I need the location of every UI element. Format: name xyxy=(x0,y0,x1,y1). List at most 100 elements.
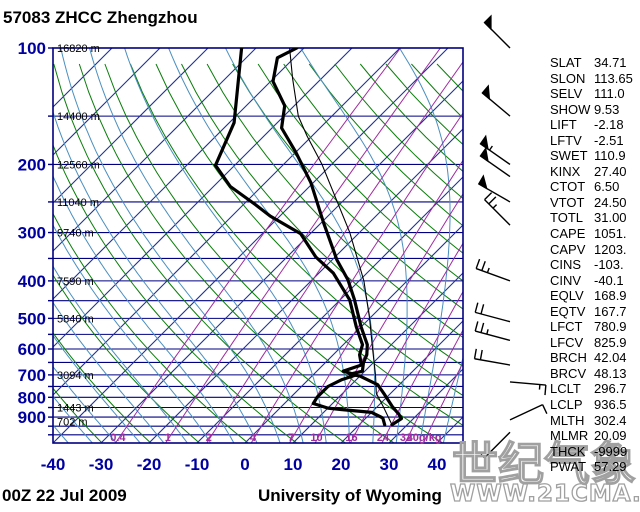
watermark-url: WWW.21CMA.NET xyxy=(450,481,640,507)
stat-label: TOTL xyxy=(550,210,583,226)
temp-label: 0 xyxy=(240,455,249,474)
stat-label: EQTV xyxy=(550,303,586,319)
stat-value: -40.1 xyxy=(594,272,624,288)
pressure-label: 100 xyxy=(18,39,46,58)
height-label: 9740 m xyxy=(57,228,94,240)
stat-label: CTOT xyxy=(550,179,586,195)
stat-label: LCLP xyxy=(550,397,583,413)
pressure-label: 700 xyxy=(18,366,46,385)
mixing-ratio-label: 2 xyxy=(206,432,212,444)
stat-value: 296.7 xyxy=(594,381,627,397)
mixing-ratio-label: 10 xyxy=(310,432,322,444)
stat-value: 31.00 xyxy=(594,210,627,226)
stat-row-lift: LIFT -2.18 xyxy=(550,117,633,133)
stat-row-eqtv: EQTV 167.7 xyxy=(550,304,633,320)
temperature-trace xyxy=(271,48,403,427)
wind-barb xyxy=(474,302,511,323)
temp-label: 40 xyxy=(428,455,447,474)
wind-barb xyxy=(483,14,511,49)
temperature-axis-labels: -40 -30 -20 -10 0 10 20 30 40 xyxy=(41,455,447,474)
stat-value: 48.13 xyxy=(594,365,627,381)
stat-row-lfct: LFCT 780.9 xyxy=(550,319,633,335)
height-label: 3094 m xyxy=(57,370,94,382)
attribution-text: University of Wyoming xyxy=(258,486,442,505)
pressure-label: 800 xyxy=(18,388,46,407)
temp-label: 30 xyxy=(380,455,399,474)
wind-barb xyxy=(474,321,511,342)
stat-label: SHOW xyxy=(550,101,591,117)
stat-row-brch: BRCH 42.04 xyxy=(550,350,633,366)
wind-barb xyxy=(481,84,511,117)
stat-label: SELV xyxy=(550,86,583,102)
height-label: 1443 m xyxy=(57,403,94,415)
plot-border xyxy=(52,47,464,444)
parcel-trace xyxy=(289,48,394,426)
stat-label: CAPV xyxy=(550,241,586,257)
height-label: 11040 m xyxy=(57,197,99,209)
dewpoint-trace xyxy=(213,48,387,427)
mixing-ratio-label: 7 xyxy=(288,432,294,444)
stat-label: BRCV xyxy=(550,365,587,381)
wind-barb xyxy=(477,174,511,203)
stat-value: 1203. xyxy=(594,241,627,257)
mixing-ratio-label: 24 xyxy=(377,432,390,444)
stat-label: VTOT xyxy=(550,194,585,210)
wind-barb xyxy=(475,258,511,282)
stat-row-eqlv: EQLV 168.9 xyxy=(550,288,633,304)
pressure-ticks xyxy=(48,47,53,436)
stat-row-cins: CINS -103. xyxy=(550,257,633,273)
wind-barb xyxy=(484,192,511,226)
observation-datetime: 00Z 22 Jul 2009 xyxy=(2,486,127,505)
stat-value: 1051. xyxy=(594,226,627,242)
stat-row-slon: SLON 113.65 xyxy=(550,71,633,87)
stat-label: CAPE xyxy=(550,226,586,242)
watermark-cn: 世纪气象 xyxy=(452,437,636,491)
stat-label: CINV xyxy=(550,272,582,288)
wind-barb-column xyxy=(473,14,548,459)
stat-row-brcv: BRCV 48.13 xyxy=(550,366,633,382)
stat-row-lftv: LFTV -2.51 xyxy=(550,133,633,149)
stat-value: 9.53 xyxy=(594,101,620,117)
stat-row-capv: CAPV 1203. xyxy=(550,242,633,258)
stat-label: LIFT xyxy=(550,117,577,133)
stat-value: 27.40 xyxy=(594,163,627,179)
stat-row-mlmr: MLMR 20.09 xyxy=(550,428,633,444)
stat-row-kinx: KINX 27.40 xyxy=(550,164,633,180)
stat-label: MLTH xyxy=(550,412,585,428)
wind-barb xyxy=(479,134,511,166)
stat-value: 302.4 xyxy=(594,412,627,428)
stat-row-pwat: PWAT 57.29 xyxy=(550,459,633,475)
temp-label: 20 xyxy=(332,455,351,474)
wind-barb xyxy=(509,404,548,421)
height-label: 7590 m xyxy=(57,276,94,288)
stat-row-selv: SELV 111.0 xyxy=(550,86,633,102)
mixing-ratio-label: 1 xyxy=(165,432,171,444)
stat-label: PWAT xyxy=(550,459,587,475)
stat-value: 20.09 xyxy=(594,428,627,444)
temp-label: -10 xyxy=(185,455,210,474)
height-label: 5840 m xyxy=(57,313,94,325)
stat-label: LFCV xyxy=(550,334,584,350)
stat-label: THCK xyxy=(550,443,586,459)
stat-value: -103. xyxy=(594,257,624,273)
stat-row-vtot: VTOT 24.50 xyxy=(550,195,633,211)
wind-barb xyxy=(509,381,547,396)
stat-row-mlth: MLTH 302.4 xyxy=(550,413,633,429)
stat-value: -2.18 xyxy=(594,117,624,133)
pressure-label: 400 xyxy=(18,272,46,291)
stat-row-ctot: CTOT 6.50 xyxy=(550,179,633,195)
stat-row-swet: SWET 110.9 xyxy=(550,148,633,164)
stat-label: CINS xyxy=(550,257,582,273)
stat-label: LFCT xyxy=(550,319,583,335)
sounding-traces xyxy=(213,48,403,427)
stat-value: 42.04 xyxy=(594,350,627,366)
mixing-ratio-label: 16 xyxy=(345,432,357,444)
background-grid xyxy=(53,48,463,443)
wind-barb xyxy=(480,431,511,459)
stat-value: 825.9 xyxy=(594,334,627,350)
stat-row-cape: CAPE 1051. xyxy=(550,226,633,242)
stat-row-slat: SLAT 34.71 xyxy=(550,55,633,71)
